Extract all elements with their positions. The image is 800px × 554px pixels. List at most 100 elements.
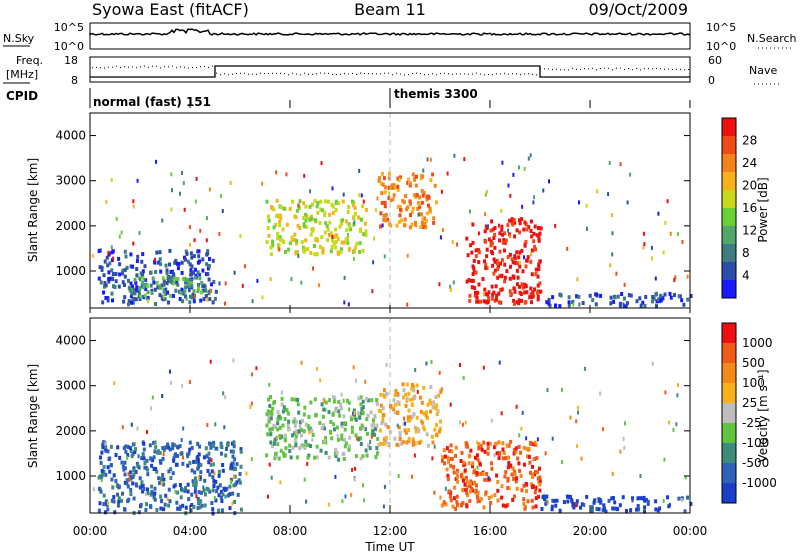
- heatmap-cell: [162, 452, 165, 457]
- heatmap-cell: [385, 391, 389, 396]
- heatmap-cell: [321, 414, 325, 419]
- heatmap-cell: [324, 221, 328, 226]
- heatmap-cell: [212, 479, 216, 483]
- heatmap-cell: [442, 448, 446, 453]
- heatmap-cell: [455, 494, 459, 499]
- heatmap-cell: [226, 493, 230, 498]
- heatmap-cell: [104, 445, 108, 450]
- heatmap-cell: [250, 401, 253, 406]
- heatmap-cell: [467, 278, 471, 283]
- x-tick-label: 16:00: [473, 524, 508, 538]
- heatmap-cell: [611, 231, 614, 236]
- heatmap-cell: [512, 274, 516, 279]
- heatmap-cell: [147, 299, 149, 304]
- heatmap-cell: [130, 422, 133, 427]
- heatmap-cell: [398, 434, 402, 439]
- heatmap-cell: [451, 240, 454, 245]
- heatmap-cell: [350, 425, 354, 430]
- heatmap-cell: [126, 455, 129, 460]
- heatmap-cell: [204, 288, 208, 293]
- heatmap-cell: [123, 267, 127, 272]
- heatmap-cell: [383, 254, 386, 259]
- heatmap-cell: [173, 276, 177, 281]
- heatmap-cell: [478, 498, 482, 503]
- heatmap-cell: [294, 215, 298, 220]
- heatmap-cell: [209, 289, 212, 294]
- heatmap-cell: [404, 392, 408, 397]
- heatmap-cell: [189, 508, 193, 513]
- heatmap-cell: [520, 248, 524, 253]
- heatmap-cell: [371, 289, 374, 294]
- heatmap-cell: [485, 190, 488, 194]
- heatmap-cell: [209, 359, 212, 364]
- heatmap-cell: [421, 225, 425, 229]
- heatmap-cell: [575, 503, 578, 508]
- colorbar-swatch: [722, 244, 736, 263]
- heatmap-cell: [188, 262, 192, 267]
- heatmap-cell: [583, 503, 586, 507]
- heatmap-cell: [448, 494, 452, 499]
- heatmap-cell: [537, 238, 541, 243]
- heatmap-cell: [490, 418, 493, 423]
- nsearch-label: N.Search: [747, 32, 797, 45]
- heatmap-cell: [602, 506, 606, 511]
- heatmap-cell: [411, 474, 414, 479]
- heatmap-cell: [108, 469, 112, 474]
- heatmap-cell: [129, 281, 133, 286]
- heatmap-cell: [486, 292, 490, 297]
- heatmap-cell: [182, 426, 185, 431]
- heatmap-cell: [347, 400, 351, 405]
- heatmap-cell: [104, 283, 108, 288]
- heatmap-cell: [315, 204, 319, 209]
- heatmap-cell: [313, 252, 317, 257]
- heatmap-cell: [463, 468, 467, 473]
- heatmap-cell: [566, 499, 570, 504]
- heatmap-cell: [232, 449, 236, 454]
- heatmap-cell: [406, 181, 409, 185]
- heatmap-cell: [302, 201, 306, 206]
- heatmap-cell: [279, 216, 283, 221]
- heatmap-cell: [590, 508, 594, 513]
- heatmap-cell: [117, 499, 121, 504]
- heatmap-cell: [169, 270, 173, 274]
- heatmap-cell: [250, 457, 253, 462]
- heatmap-cell: [392, 197, 395, 202]
- heatmap-cell: [145, 458, 149, 463]
- heatmap-cell: [514, 446, 518, 451]
- heatmap-cell: [518, 264, 522, 269]
- heatmap-cell: [192, 504, 196, 509]
- heatmap-cell: [643, 242, 646, 247]
- heatmap-cell: [288, 449, 292, 454]
- heatmap-cell: [508, 218, 512, 223]
- heatmap-cell: [683, 509, 687, 514]
- heatmap-cell: [181, 299, 184, 304]
- heatmap-cell: [523, 243, 527, 248]
- heatmap-cell: [434, 423, 438, 427]
- heatmap-cell: [512, 476, 516, 481]
- heatmap-cell: [515, 268, 519, 273]
- heatmap-cell: [475, 483, 478, 488]
- heatmap-cell: [539, 226, 543, 231]
- heatmap-cell: [190, 270, 194, 275]
- heatmap-cell: [190, 264, 194, 269]
- heatmap-cell: [131, 300, 135, 305]
- heatmap-cell: [110, 250, 114, 255]
- heatmap-cell: [211, 475, 215, 480]
- heatmap-cell: [197, 452, 201, 457]
- heatmap-cell: [496, 480, 500, 484]
- heatmap-cell: [513, 472, 517, 477]
- heatmap-cell: [461, 501, 465, 506]
- heatmap-cell: [497, 300, 501, 305]
- heatmap-cell: [494, 442, 498, 447]
- colorbar-tick-label: 28: [742, 134, 757, 148]
- heatmap-cell: [385, 363, 388, 367]
- heatmap-cell: [107, 270, 111, 275]
- heatmap-cell: [579, 505, 583, 510]
- heatmap-cell: [153, 491, 157, 496]
- colorbar-tick-label: -100: [742, 436, 769, 450]
- heatmap-cell: [415, 174, 418, 179]
- heatmap-cell: [517, 461, 521, 466]
- heatmap-cell: [343, 421, 347, 426]
- heatmap-cell: [378, 428, 382, 433]
- heatmap-cell: [114, 271, 118, 276]
